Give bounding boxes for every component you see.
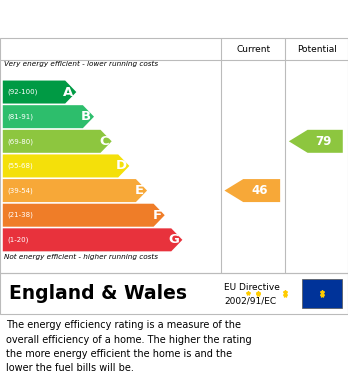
Text: 2002/91/EC: 2002/91/EC [224,296,277,305]
Text: (21-38): (21-38) [7,212,33,219]
Text: (1-20): (1-20) [7,237,28,243]
Text: G: G [169,233,180,246]
Text: England & Wales: England & Wales [9,284,187,303]
Polygon shape [3,228,182,251]
Text: 79: 79 [315,135,332,148]
Text: Not energy efficient - higher running costs: Not energy efficient - higher running co… [4,254,158,260]
Polygon shape [3,154,129,178]
Polygon shape [3,204,165,227]
Polygon shape [3,179,147,202]
Text: D: D [116,160,127,172]
Text: (55-68): (55-68) [7,163,33,169]
Text: (39-54): (39-54) [7,187,33,194]
Text: Potential: Potential [297,45,337,54]
Text: A: A [63,86,73,99]
Text: 46: 46 [252,184,268,197]
Text: Very energy efficient - lower running costs: Very energy efficient - lower running co… [4,61,158,67]
Text: (81-91): (81-91) [7,113,33,120]
Text: (92-100): (92-100) [7,89,37,95]
Text: Current: Current [236,45,270,54]
Polygon shape [3,105,94,128]
Text: (69-80): (69-80) [7,138,33,145]
Text: EU Directive: EU Directive [224,283,280,292]
Text: E: E [135,184,144,197]
Text: The energy efficiency rating is a measure of the
overall efficiency of a home. T: The energy efficiency rating is a measur… [6,320,252,373]
Text: B: B [81,110,91,123]
Polygon shape [224,179,280,202]
Bar [302,279,342,308]
Text: Energy Efficiency Rating: Energy Efficiency Rating [9,13,230,27]
Polygon shape [289,130,343,153]
Text: C: C [99,135,109,148]
Polygon shape [3,130,112,153]
Text: F: F [153,209,162,222]
Polygon shape [3,81,76,104]
